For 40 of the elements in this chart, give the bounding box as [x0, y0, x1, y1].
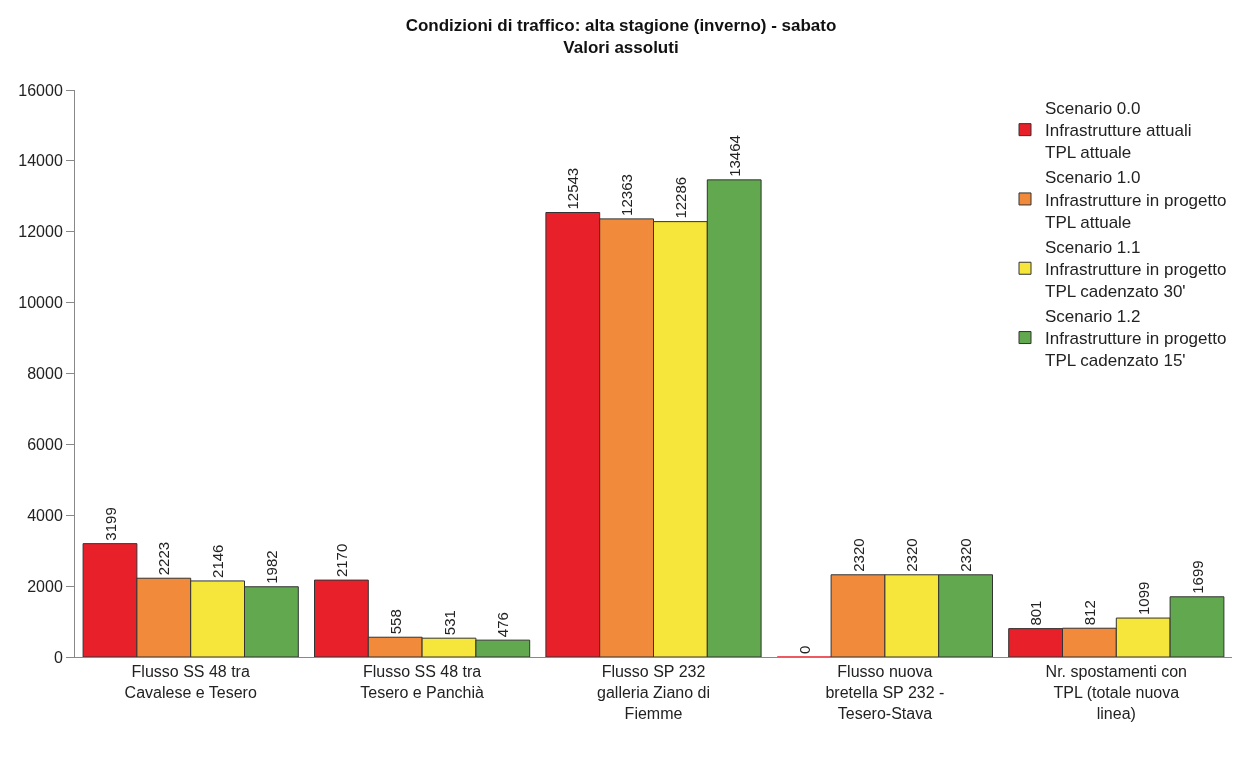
data-label: 2320 [903, 538, 921, 572]
y-tick-label: 10000 [18, 294, 63, 312]
data-label: 801 [1027, 600, 1045, 626]
data-label: 1099 [1134, 581, 1152, 616]
data-label: 12286 [671, 176, 689, 219]
data-label: 531 [440, 610, 458, 636]
x-tick-label: Flusso nuova bretella SP 232 - Tesero-Stava [825, 663, 945, 722]
data-label: 3199 [101, 507, 119, 541]
y-tick-label: 12000 [18, 223, 63, 241]
data-label: 1699 [1188, 560, 1206, 594]
y-tick-label: 6000 [27, 435, 63, 453]
data-label: 812 [1080, 600, 1098, 626]
data-label: 2170 [332, 543, 350, 578]
y-tick-label: 8000 [27, 365, 63, 383]
data-label: 2320 [957, 538, 975, 572]
data-label: 13464 [725, 135, 743, 177]
legend-label: Scenario 1.0 Infrastrutture in progetto TPL attuale [1045, 168, 1227, 232]
data-label: 1982 [262, 550, 280, 584]
chart-title: Condizioni di traffico: alta stagione (inverno) - sabato [405, 15, 837, 35]
x-tick-label: Flusso SP 232 galleria Ziano di Fiemme [597, 663, 710, 722]
y-tick-label: 14000 [18, 152, 63, 170]
legend-label: Scenario 1.2 Infrastrutture in progetto TPL cadenzato 15' [1045, 307, 1227, 371]
data-label: 0 [795, 645, 813, 654]
y-tick-label: 2000 [27, 577, 63, 595]
legend-label: Scenario 0.0 Infrastrutture attuali TPL attuale [1045, 99, 1192, 163]
y-tick-label: 16000 [18, 81, 63, 99]
chart-subtitle: Valori assoluti [563, 37, 679, 57]
data-label: 12363 [618, 174, 636, 216]
legend-label: Scenario 1.1 Infrastrutture in progetto TPL cadenzato 30' [1045, 237, 1227, 301]
y-tick-label: 0 [53, 648, 63, 666]
x-tick-label: Nr. spostamenti con TPL (totale nuova linea) [1045, 663, 1187, 722]
x-tick-label: Flusso SS 48 tra Cavalese e Tesero [124, 663, 257, 701]
y-tick-label: 4000 [27, 506, 63, 524]
data-label: 2223 [155, 541, 173, 576]
data-label: 2146 [209, 544, 227, 578]
x-tick-label: Flusso SS 48 tra Tesero e Panchià [360, 663, 485, 701]
data-label: 2320 [849, 538, 867, 572]
data-label: 558 [386, 609, 404, 635]
data-label: 476 [494, 612, 512, 638]
data-label: 12543 [564, 167, 582, 210]
